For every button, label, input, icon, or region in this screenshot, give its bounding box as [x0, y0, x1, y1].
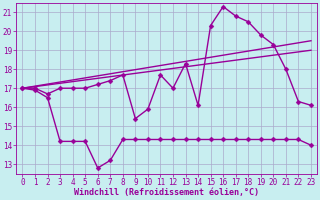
X-axis label: Windchill (Refroidissement éolien,°C): Windchill (Refroidissement éolien,°C) [74, 188, 259, 197]
